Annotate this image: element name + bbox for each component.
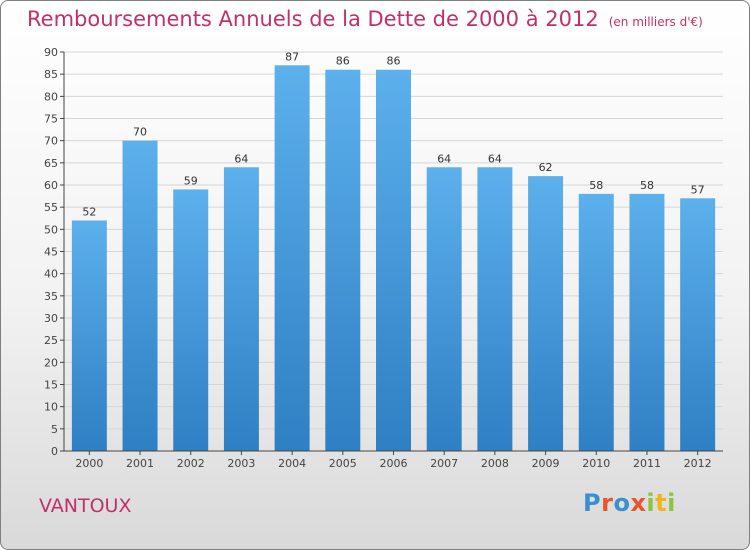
value-labels: 52 70 59 64 87 86 86 64 64 62 58 58 57: [82, 50, 704, 218]
x-tick-label: 2010: [582, 457, 610, 470]
y-tick-label: 45: [44, 246, 58, 259]
bar: [122, 140, 158, 451]
bar: [477, 167, 513, 451]
data-label: 86: [336, 55, 350, 68]
logo-letter: t: [655, 489, 668, 517]
data-label: 64: [437, 152, 451, 165]
bars: [71, 65, 716, 452]
logo-letter: o: [613, 489, 631, 517]
logo-letter: i: [646, 489, 656, 517]
x-tick-label: 2001: [126, 457, 154, 470]
y-tick-label: 15: [44, 379, 58, 392]
data-label: 86: [387, 55, 401, 68]
y-tick-label: 75: [44, 113, 58, 126]
y-tick-label: 30: [44, 312, 58, 325]
x-axis-ticks: 2000 2001 2002 2003 2004 2005 2006 2007 2008 2009…: [64, 450, 723, 470]
x-tick-label: 2004: [278, 457, 306, 470]
y-tick-label: 10: [44, 401, 58, 414]
bar: [629, 193, 665, 451]
data-label: 64: [234, 152, 248, 165]
bar: [578, 193, 614, 451]
bar: [376, 69, 411, 451]
y-tick-label: 40: [44, 268, 58, 281]
y-tick-label: 90: [44, 46, 58, 59]
logo-letter: P: [583, 489, 602, 517]
x-tick-label: 2009: [532, 457, 560, 470]
logo-letter: r: [601, 489, 614, 517]
bar: [528, 176, 564, 451]
data-label: 52: [82, 205, 96, 218]
bar: [223, 167, 259, 451]
data-label: 70: [133, 126, 147, 139]
x-tick-label: 2011: [633, 457, 661, 470]
x-tick-label: 2003: [227, 457, 255, 470]
y-axis-ticks: 0 5 10 15 20 25 30 35 40 45 50 55 60 65 70 75 80 85 90: [44, 46, 65, 458]
y-tick-label: 55: [44, 201, 58, 214]
x-tick-label: 2002: [177, 457, 205, 470]
x-tick-label: 2000: [75, 457, 103, 470]
x-tick-label: 2008: [481, 457, 509, 470]
chart-title: Remboursements Annuels de la Dette de 20…: [27, 7, 703, 31]
y-tick-label: 70: [44, 135, 58, 148]
bar: [426, 167, 462, 451]
y-tick-label: 35: [44, 290, 58, 303]
data-label: 57: [691, 183, 705, 196]
bar: [274, 65, 310, 452]
title-text: Remboursements Annuels de la Dette de 20…: [27, 7, 599, 31]
y-tick-label: 65: [44, 157, 58, 170]
data-label: 62: [539, 161, 553, 174]
y-tick-label: 25: [44, 334, 58, 347]
bar: [680, 198, 716, 451]
data-label: 87: [285, 50, 299, 63]
title-unit: (en milliers d'€): [608, 15, 703, 29]
y-tick-label: 60: [44, 179, 58, 192]
y-tick-label: 0: [51, 445, 58, 458]
data-label: 58: [640, 179, 654, 192]
bar: [173, 189, 209, 451]
x-tick-label: 2005: [329, 457, 357, 470]
y-tick-label: 20: [44, 356, 58, 369]
y-tick-label: 85: [44, 68, 58, 81]
x-tick-label: 2012: [684, 457, 712, 470]
logo-letter: i: [667, 489, 676, 517]
x-tick-label: 2006: [380, 457, 408, 470]
proxiti-logo: Proxiti: [583, 489, 676, 517]
x-tick-label: 2007: [430, 457, 458, 470]
y-tick-label: 50: [44, 223, 58, 236]
bar: [325, 69, 361, 451]
logo-letter: x: [630, 489, 647, 517]
y-tick-label: 5: [51, 423, 58, 436]
data-label: 64: [488, 152, 502, 165]
place-name: VANTOUX: [39, 495, 132, 517]
data-label: 59: [184, 174, 198, 187]
y-tick-label: 80: [44, 90, 58, 103]
bar: [71, 220, 107, 451]
data-label: 58: [589, 179, 603, 192]
